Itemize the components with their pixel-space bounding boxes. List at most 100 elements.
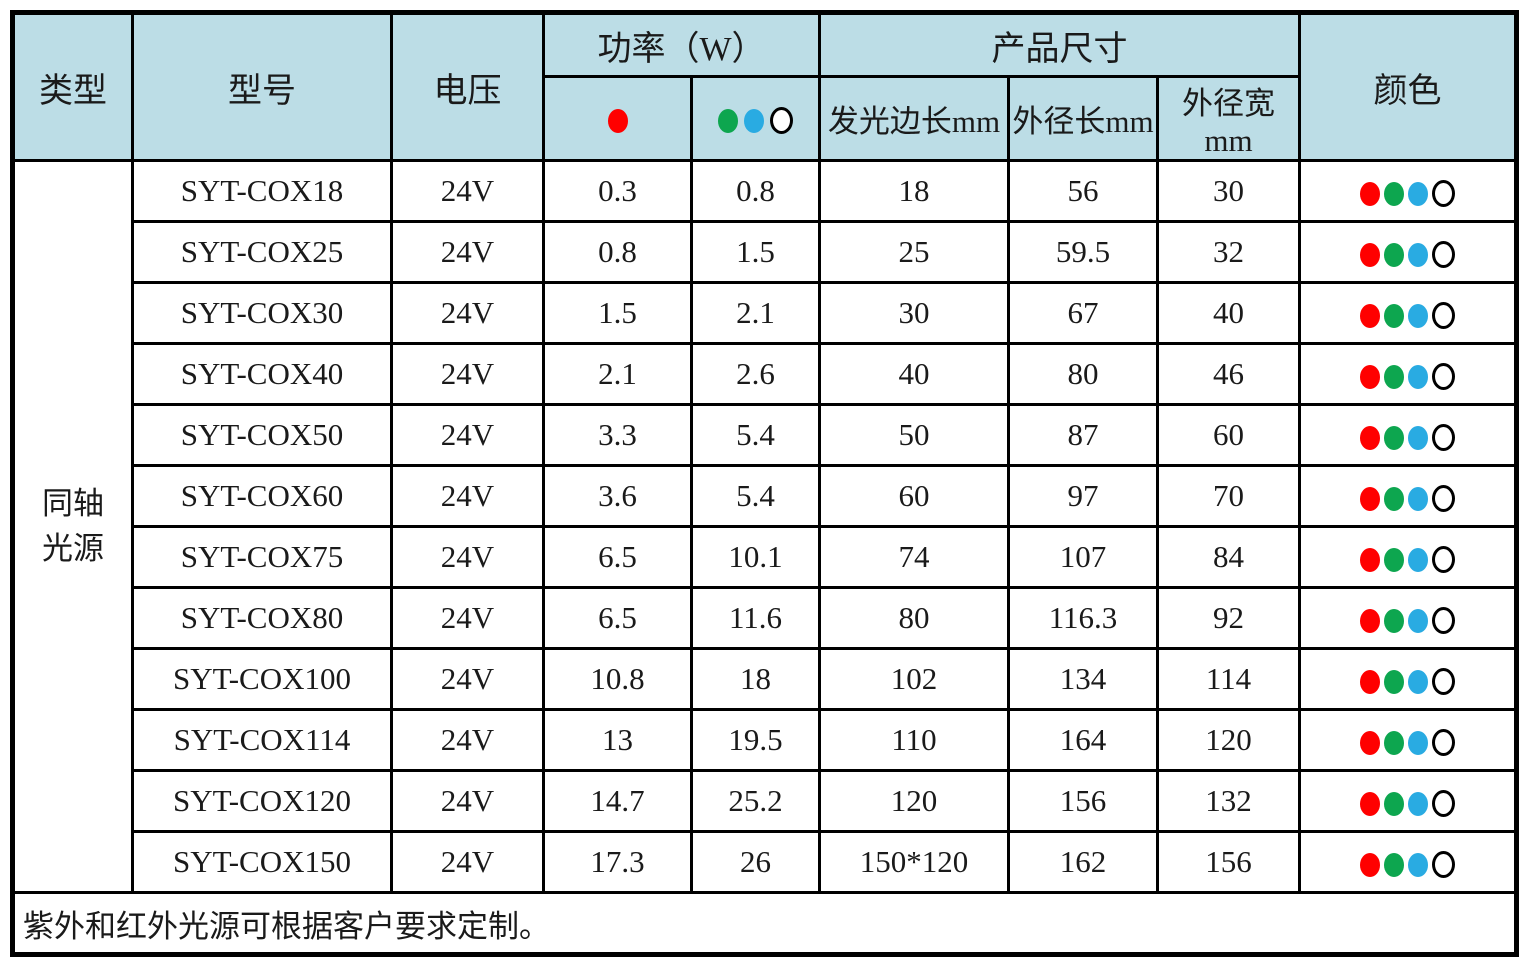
power-gbw-cell: 2.1 <box>690 281 821 345</box>
red-dot-icon <box>1360 669 1381 694</box>
white-dot-icon <box>1432 302 1456 330</box>
power-red-cell: 3.6 <box>542 464 693 528</box>
header-power-gbw <box>690 75 821 162</box>
green-dot-icon <box>1384 425 1405 450</box>
color-options-cell <box>1298 769 1519 833</box>
voltage-cell: 24V <box>390 464 545 528</box>
model-cell: SYT-COX120 <box>131 769 393 833</box>
voltage-cell: 24V <box>390 586 545 650</box>
model-cell: SYT-COX40 <box>131 342 393 406</box>
power-red-cell: 0.8 <box>542 220 693 284</box>
white-dot-icon <box>1432 485 1456 513</box>
white-dot-icon <box>1432 668 1456 696</box>
header-power-red <box>542 75 693 162</box>
table-row: SYT-COX100 24V 10.8 18 102 134 114 <box>13 647 1519 711</box>
voltage-cell: 24V <box>390 220 545 284</box>
power-gbw-cell: 19.5 <box>690 708 821 772</box>
power-red-cell: 14.7 <box>542 769 693 833</box>
power-red-cell: 17.3 <box>542 830 693 894</box>
blue-dot-icon <box>1408 730 1429 755</box>
luminous-side-cell: 102 <box>818 647 1010 711</box>
voltage-cell: 24V <box>390 830 545 894</box>
table-row: SYT-COX80 24V 6.5 11.6 80 116.3 92 <box>13 586 1519 650</box>
voltage-cell: 24V <box>390 769 545 833</box>
luminous-side-cell: 18 <box>818 159 1010 223</box>
luminous-side-cell: 120 <box>818 769 1010 833</box>
blue-dot-icon <box>1408 181 1429 206</box>
outer-length-cell: 164 <box>1007 708 1159 772</box>
luminous-side-cell: 30 <box>818 281 1010 345</box>
outer-width-cell: 30 <box>1155 159 1302 223</box>
blue-dot-icon <box>1408 364 1429 389</box>
luminous-side-cell: 80 <box>818 586 1010 650</box>
model-cell: SYT-COX50 <box>131 403 393 467</box>
green-dot-icon <box>1384 242 1405 267</box>
green-dot-icon <box>718 108 738 133</box>
luminous-side-cell: 40 <box>818 342 1010 406</box>
white-dot-icon <box>1432 424 1456 452</box>
red-dot-icon <box>1360 242 1381 267</box>
outer-width-cell: 156 <box>1155 830 1302 894</box>
power-gbw-cell: 11.6 <box>690 586 821 650</box>
color-options-cell <box>1298 220 1519 284</box>
outer-width-cell: 70 <box>1155 464 1302 528</box>
outer-width-cell: 84 <box>1155 525 1302 589</box>
outer-length-cell: 56 <box>1007 159 1159 223</box>
luminous-side-cell: 74 <box>818 525 1010 589</box>
power-red-cell: 3.3 <box>542 403 693 467</box>
model-cell: SYT-COX114 <box>131 708 393 772</box>
outer-width-cell: 40 <box>1155 281 1302 345</box>
red-dot-icon <box>1360 303 1381 328</box>
green-dot-icon <box>1384 181 1405 206</box>
outer-width-cell: 120 <box>1155 708 1302 772</box>
power-gbw-cell: 2.6 <box>690 342 821 406</box>
green-dot-icon <box>1384 852 1405 877</box>
voltage-cell: 24V <box>390 525 545 589</box>
model-cell: SYT-COX18 <box>131 159 393 223</box>
table-row: SYT-COX150 24V 17.3 26 150*120 162 156 <box>13 830 1519 894</box>
power-gbw-cell: 0.8 <box>690 159 821 223</box>
white-dot-icon <box>1432 363 1456 391</box>
power-red-cell: 6.5 <box>542 586 693 650</box>
power-gbw-cell: 5.4 <box>690 464 821 528</box>
luminous-side-cell: 60 <box>818 464 1010 528</box>
voltage-cell: 24V <box>390 403 545 467</box>
outer-length-cell: 97 <box>1007 464 1159 528</box>
color-options-cell <box>1298 159 1519 223</box>
header-power: 功率（W） <box>542 11 821 78</box>
table-row: SYT-COX114 24V 13 19.5 110 164 120 <box>13 708 1519 772</box>
red-dot-icon <box>1360 730 1381 755</box>
outer-width-cell: 46 <box>1155 342 1302 406</box>
outer-length-cell: 67 <box>1007 281 1159 345</box>
voltage-cell: 24V <box>390 647 545 711</box>
table-row: SYT-COX50 24V 3.3 5.4 50 87 60 <box>13 403 1519 467</box>
header-model: 型号 <box>131 11 393 162</box>
color-options-cell <box>1298 281 1519 345</box>
footnote-row: 紫外和红外光源可根据客户要求定制。 <box>10 891 1519 956</box>
table-row: SYT-COX120 24V 14.7 25.2 120 156 132 <box>13 769 1519 833</box>
white-dot-icon <box>1432 180 1456 208</box>
red-dot-icon <box>607 108 628 133</box>
green-dot-icon <box>1384 608 1405 633</box>
header-color: 颜色 <box>1298 11 1519 162</box>
table-row: SYT-COX25 24V 0.8 1.5 25 59.5 32 <box>13 220 1519 284</box>
red-dot-icon <box>1360 486 1381 511</box>
power-red-cell: 0.3 <box>542 159 693 223</box>
color-options-cell <box>1298 830 1519 894</box>
outer-length-cell: 156 <box>1007 769 1159 833</box>
power-red-cell: 2.1 <box>542 342 693 406</box>
table-header: 类型 型号 电压 功率（W） 产品尺寸 颜色 发光边长mm 外径长mm 外径宽m… <box>11 11 1519 162</box>
red-dot-icon <box>1360 852 1381 877</box>
table-row: SYT-COX60 24V 3.6 5.4 60 97 70 <box>13 464 1519 528</box>
table-footer: 紫外和红外光源可根据客户要求定制。 <box>10 891 1519 956</box>
blue-dot-icon <box>1408 791 1429 816</box>
color-options-cell <box>1298 647 1519 711</box>
green-dot-icon <box>1384 730 1405 755</box>
red-dot-icon <box>1360 425 1381 450</box>
outer-width-cell: 114 <box>1155 647 1302 711</box>
white-dot-icon <box>770 107 793 135</box>
color-options-cell <box>1298 342 1519 406</box>
header-outer-width: 外径宽mm <box>1155 75 1302 162</box>
green-dot-icon <box>1384 303 1405 328</box>
green-dot-icon <box>1384 669 1405 694</box>
